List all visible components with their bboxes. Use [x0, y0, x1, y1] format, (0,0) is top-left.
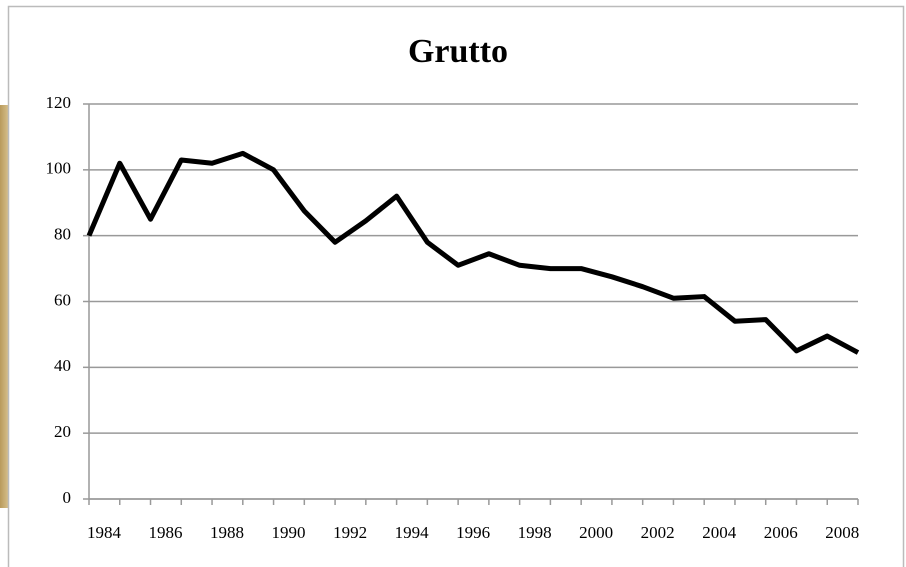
chart-frame — [7, 5, 905, 567]
x-tick-label: 1986 — [149, 523, 183, 542]
y-tick-label: 120 — [46, 93, 72, 112]
x-tick-label: 1984 — [87, 523, 122, 542]
x-tick-label: 2002 — [641, 523, 675, 542]
x-tick-label: 1990 — [272, 523, 306, 542]
data-line — [86, 150, 860, 355]
chart-title: Grutto — [408, 33, 508, 70]
y-tick-label: 60 — [54, 290, 71, 309]
x-tick-label: 1994 — [395, 523, 430, 542]
y-tick-label: 100 — [46, 159, 72, 178]
y-tick-label: 20 — [54, 422, 71, 441]
x-tick-label: 2008 — [825, 523, 859, 542]
x-tick-label: 1998 — [518, 523, 552, 542]
x-tick-label: 1988 — [210, 523, 244, 542]
x-tick-label: 1992 — [333, 523, 367, 542]
y-tick-label: 80 — [54, 225, 71, 244]
x-tick-label: 2000 — [579, 523, 613, 542]
x-tick-label: 2004 — [702, 523, 737, 542]
x-tick-label: 1996 — [456, 523, 490, 542]
background-strip — [0, 105, 9, 508]
x-tick-label: 2006 — [764, 523, 798, 542]
y-tick-label: 0 — [63, 488, 72, 507]
y-tick-label: 40 — [54, 356, 71, 375]
